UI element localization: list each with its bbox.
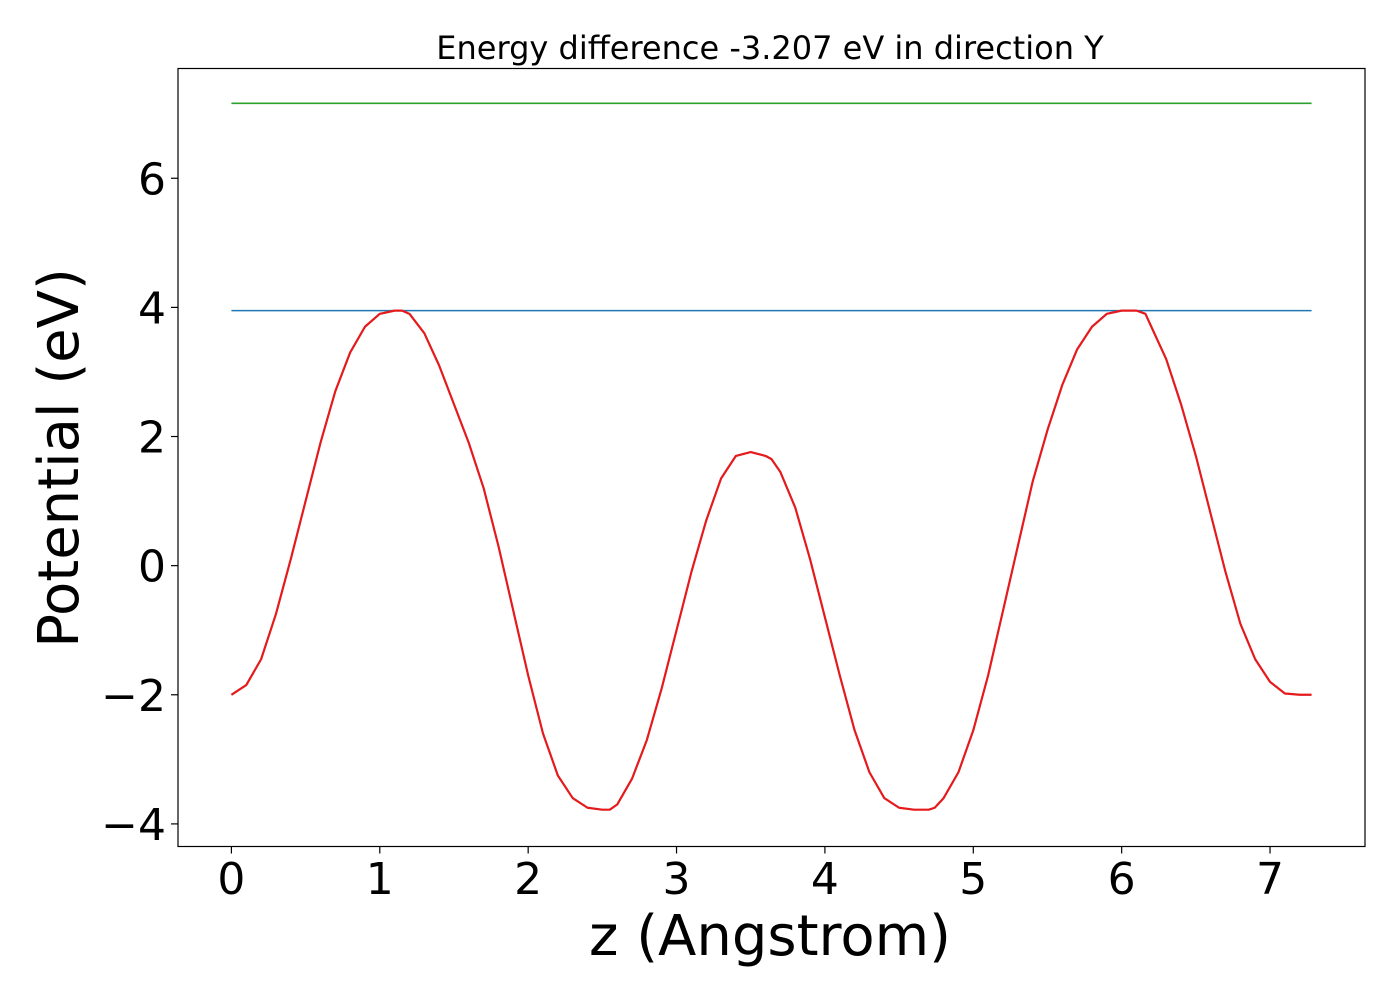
plot-frame [177,67,1366,848]
series-line-3 [230,309,1312,811]
y-axis-ticks: −4 −2 0 2 4 6 [101,154,178,851]
y-tick-label: −4 [101,800,166,851]
y-tick-label: 4 [138,283,166,334]
x-tick-label: 0 [217,854,245,905]
plot-area [230,102,1312,811]
y-tick-label: −2 [101,671,166,722]
x-tick-label: 2 [514,854,542,905]
y-tick-label: 0 [138,542,166,593]
chart-title: Energy difference -3.207 eV in direction… [436,29,1104,67]
x-axis-ticks: 0 1 2 3 4 5 6 7 [217,846,1284,905]
x-tick-label: 1 [366,854,394,905]
y-axis-label: Potential (eV) [27,268,92,648]
x-tick-label: 7 [1256,854,1284,905]
x-tick-label: 5 [959,854,987,905]
y-tick-label: 6 [138,154,166,205]
x-tick-label: 3 [663,854,691,905]
x-axis-label: z (Angstrom) [589,904,951,969]
x-tick-label: 6 [1108,854,1136,905]
y-tick-label: 2 [138,413,166,464]
x-tick-label: 4 [811,854,839,905]
